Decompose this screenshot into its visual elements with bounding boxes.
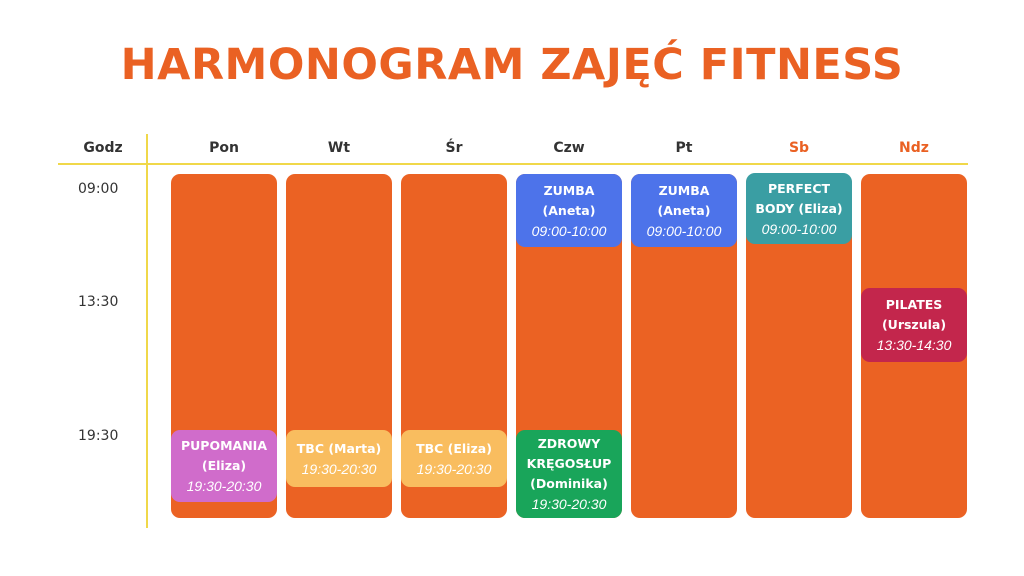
time-column-divider (146, 134, 148, 528)
header-day-pt: Pt (675, 140, 693, 156)
event-time: 19:30-20:30 (531, 496, 607, 512)
event-instructor: (Dominika) (530, 476, 608, 491)
event-perfect-body-sb[interactable]: PERFECT BODY (Eliza) 09:00-10:00 (746, 173, 852, 244)
time-label-1330: 13:30 (78, 294, 119, 310)
event-name: PERFECT (767, 180, 831, 196)
event-instructor: (Aneta) (657, 202, 711, 218)
event-time: 19:30-20:30 (416, 460, 492, 477)
header-day-sb: Sb (788, 140, 810, 156)
header-day-czw: Czw (553, 140, 585, 156)
event-name: PUPOMANIA (181, 438, 267, 453)
event-name: ZDROWY (537, 436, 601, 451)
event-time: 19:30-20:30 (301, 460, 377, 477)
event-time: 09:00-10:00 (531, 222, 607, 239)
header-day-ndz: Ndz (899, 140, 929, 156)
event-time: 09:00-10:00 (761, 220, 837, 237)
event-zumba-czw[interactable]: ZUMBA (Aneta) 09:00-10:00 (516, 174, 622, 247)
header-day-pon: Pon (209, 140, 239, 156)
event-time: 09:00-10:00 (646, 222, 722, 239)
header-day-sr: Śr (445, 140, 463, 156)
event-instructor: (Aneta) (542, 202, 596, 218)
time-label-1930: 19:30 (78, 428, 119, 444)
event-name: TBC (Marta) (296, 440, 382, 456)
event-name-line2: KRĘGOSŁUP (526, 456, 612, 471)
event-name: ZUMBA (543, 182, 595, 198)
page-title: HARMONOGRAM ZAJĘĆ FITNESS (120, 40, 904, 90)
event-name: PILATES (885, 297, 943, 312)
event-name: TBC (Eliza) (416, 440, 492, 456)
event-name: ZUMBA (658, 182, 710, 198)
time-label-0900: 09:00 (78, 181, 119, 197)
event-time: 13:30-14:30 (876, 337, 952, 353)
event-zdrowy-kregoslup-czw[interactable]: ZDROWY KRĘGOSŁUP (Dominika) 19:30-20:30 (516, 430, 622, 518)
event-tbc-wt[interactable]: TBC (Marta) 19:30-20:30 (286, 430, 392, 487)
event-tbc-sr[interactable]: TBC (Eliza) 19:30-20:30 (401, 430, 507, 487)
header-divider (58, 163, 968, 165)
event-instructor: BODY (Eliza) (755, 200, 843, 216)
header-hour: Godz (83, 140, 123, 156)
event-instructor: (Urszula) (881, 317, 947, 332)
event-pupomania-pon[interactable]: PUPOMANIA (Eliza) 19:30-20:30 (171, 430, 277, 502)
event-pilates-ndz[interactable]: PILATES (Urszula) 13:30-14:30 (861, 288, 967, 362)
header-day-wt: Wt (327, 140, 351, 156)
event-time: 19:30-20:30 (186, 478, 262, 494)
event-instructor: (Eliza) (201, 458, 247, 473)
event-zumba-pt[interactable]: ZUMBA (Aneta) 09:00-10:00 (631, 174, 737, 247)
